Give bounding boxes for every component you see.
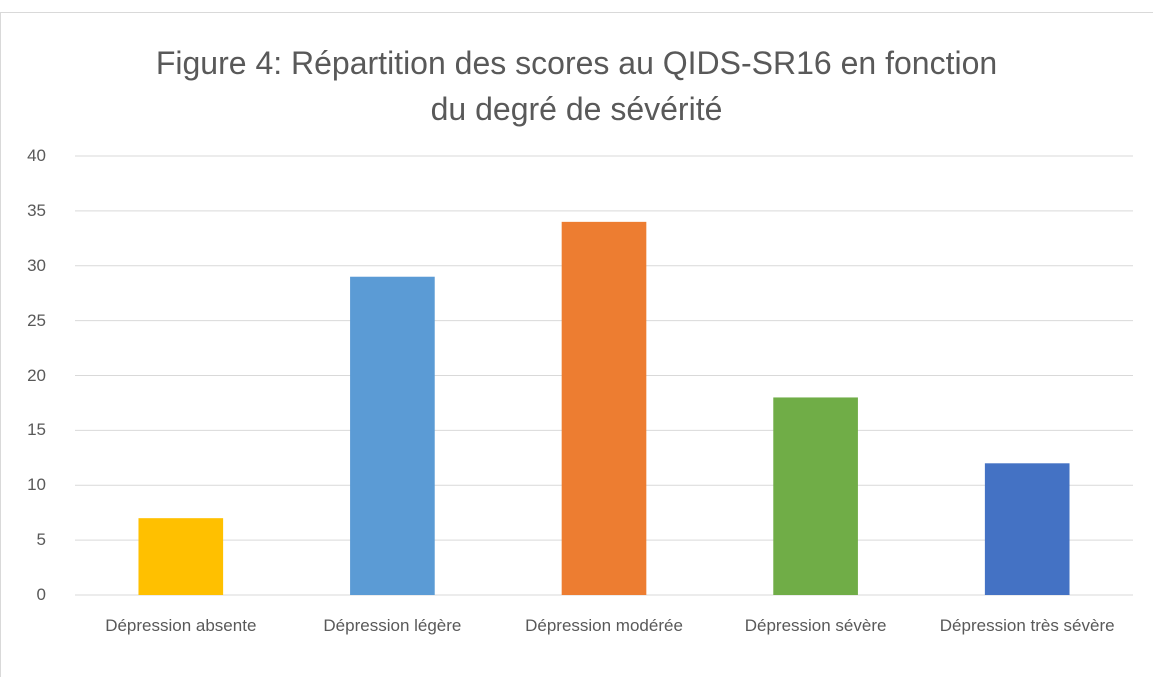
chart-title: Figure 4: Répartition des scores au QIDS… [155,45,998,127]
y-tick-label: 25 [27,310,46,330]
bar [773,397,858,595]
x-tick-label: Dépression très sévère [939,616,1115,635]
x-tick-label: Dépression sévère [744,616,887,635]
x-tick-label: Dépression légère [323,616,462,635]
bar [561,221,647,595]
y-tick-label: 15 [27,420,46,440]
y-tick-label: 30 [27,255,46,275]
y-tick-label: 5 [36,530,46,550]
bar [138,518,224,595]
y-tick-label: 35 [27,200,46,220]
bar [350,276,435,595]
y-tick-label: 10 [27,475,46,495]
x-tick-label: Dépression modérée [525,616,683,635]
y-tick-label: 20 [27,365,46,385]
bar [984,463,1070,595]
x-tick-label: Dépression absente [105,616,257,635]
chart-border [0,12,1153,677]
y-tick-label: 0 [36,585,46,604]
y-tick-label: 40 [27,146,46,165]
